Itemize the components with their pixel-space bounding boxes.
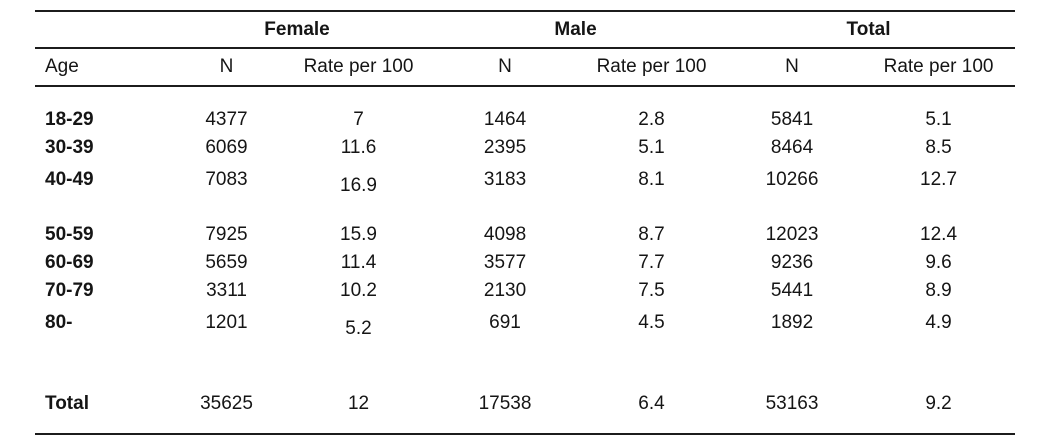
cell-total-rate: 8.5 — [925, 137, 952, 158]
cell-female-n: 7083 — [205, 168, 248, 190]
row-spacer — [35, 197, 1015, 221]
table-row: 50-59 7925 15.9 4098 8.7 12023 12.4 — [35, 221, 1015, 249]
column-header-male-rate: Rate per 100 — [581, 48, 723, 87]
cell-total-rate: 5.1 — [925, 109, 952, 130]
cell-total-n: 1892 — [770, 311, 814, 333]
group-header-row: Female Male Total — [35, 11, 1016, 49]
cell-female-rate: 15.9 — [340, 224, 377, 245]
column-header-female-n: N — [165, 48, 288, 87]
cell-male-rate: 7.5 — [638, 280, 665, 301]
row-label: 60-69 — [45, 252, 94, 273]
row-label: 70-79 — [45, 280, 94, 301]
cell-total-n: 5441 — [770, 280, 814, 301]
table-row: 40-49 7083 16.9 3183 8.1 10266 12.7 — [35, 162, 1015, 197]
row-spacer — [35, 86, 1015, 106]
row-spacer — [35, 340, 1015, 386]
cell-female-n: 5659 — [205, 252, 248, 273]
cell-total-rate: 8.9 — [925, 280, 952, 301]
cell-total-n: 10266 — [765, 168, 819, 190]
cell-female-n: 4377 — [205, 109, 248, 130]
table-row: 18-29 4377 7 1464 2.8 5841 5.1 — [35, 106, 1015, 134]
cell-male-n: 4098 — [483, 224, 527, 245]
cell-male-rate: 5.1 — [638, 137, 665, 158]
cell-total-rate: 4.9 — [925, 311, 952, 333]
cell-total-n: 9236 — [770, 252, 814, 273]
row-label: 30-39 — [45, 137, 94, 158]
cell-male-n: 2130 — [483, 280, 527, 301]
cell-total-rate: 12.7 — [920, 168, 958, 190]
cell-total-n: 5841 — [770, 109, 814, 130]
table-row: 80- 1201 5.2 691 4.5 1892 4.9 — [35, 305, 1015, 340]
cell-female-rate: 16.9 — [340, 175, 377, 196]
cell-female-rate: 10.2 — [340, 280, 377, 301]
column-header-total-rate: Rate per 100 — [862, 48, 1016, 87]
group-header-total: Total — [722, 11, 1016, 49]
spacer-cell — [35, 340, 1015, 386]
row-label: 40-49 — [45, 168, 94, 190]
total-total-n: 53163 — [765, 393, 819, 414]
cell-male-rate: 2.8 — [638, 109, 665, 130]
column-header-row: Age N Rate per 100 N Rate per 100 N Rate… — [35, 48, 1016, 87]
cell-male-rate: 8.1 — [638, 168, 665, 190]
cell-male-n: 691 — [489, 311, 521, 333]
cell-male-rate: 4.5 — [638, 311, 665, 333]
total-male-rate: 6.4 — [638, 393, 665, 414]
row-spacer — [35, 422, 1015, 434]
total-male-n: 17538 — [478, 393, 532, 414]
cell-total-n: 8464 — [770, 137, 814, 158]
cell-female-rate: 5.2 — [345, 318, 372, 339]
age-sex-rate-table: Female Male Total Age N Rate per 100 N R… — [35, 10, 1016, 435]
cell-female-n: 1201 — [205, 311, 248, 333]
table-row: 30-39 6069 11.6 2395 5.1 8464 8.5 — [35, 134, 1015, 162]
row-label: 80- — [45, 311, 73, 333]
cell-female-n: 7925 — [205, 224, 248, 245]
column-header-age: Age — [35, 48, 165, 87]
spacer-cell — [35, 422, 1015, 434]
group-header-male: Male — [429, 11, 723, 49]
row-label: 50-59 — [45, 224, 94, 245]
group-header-empty — [35, 11, 165, 49]
column-header-male-n: N — [429, 48, 582, 87]
total-total-rate: 9.2 — [925, 393, 952, 414]
table-row: 70-79 3311 10.2 2130 7.5 5441 8.9 — [35, 277, 1015, 305]
column-header-female-rate: Rate per 100 — [288, 48, 430, 87]
cell-total-n: 12023 — [765, 224, 819, 245]
group-header-female: Female — [165, 11, 430, 49]
cell-female-rate: 11.6 — [340, 137, 377, 158]
cell-female-rate: 11.4 — [340, 252, 377, 273]
row-label: 18-29 — [45, 109, 94, 130]
cell-male-n: 1464 — [483, 109, 527, 130]
total-row-label: Total — [45, 393, 89, 414]
total-female-rate: 12 — [347, 393, 370, 414]
cell-female-rate: 7 — [353, 109, 364, 130]
total-female-n: 35625 — [200, 393, 253, 414]
cell-male-n: 2395 — [483, 137, 527, 158]
cell-male-rate: 7.7 — [638, 252, 665, 273]
total-row: Total 35625 12 17538 6.4 53163 9.2 — [35, 386, 1015, 422]
cell-total-rate: 12.4 — [920, 224, 958, 245]
spacer-cell — [35, 197, 1015, 221]
cell-male-n: 3183 — [483, 168, 527, 190]
cell-female-n: 6069 — [205, 137, 248, 158]
table-row: 60-69 5659 11.4 3577 7.7 9236 9.6 — [35, 249, 1015, 277]
cell-female-n: 3311 — [206, 280, 247, 301]
cell-total-rate: 9.6 — [925, 252, 952, 273]
spacer-cell — [35, 86, 1015, 106]
column-header-total-n: N — [722, 48, 863, 87]
cell-male-rate: 8.7 — [638, 224, 665, 245]
cell-male-n: 3577 — [483, 252, 527, 273]
